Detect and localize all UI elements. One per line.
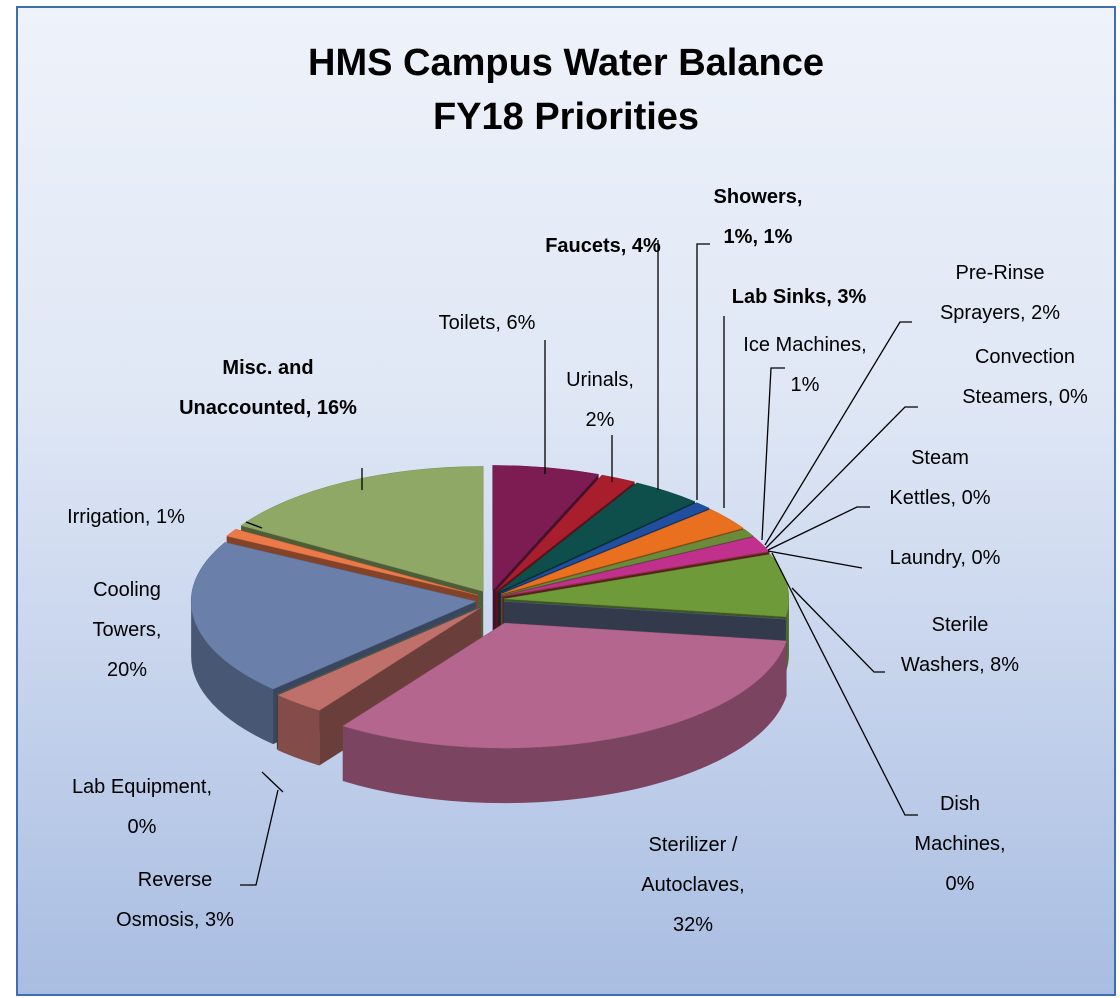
data-label: Cooling Towers, 20% bbox=[92, 579, 162, 681]
slice bbox=[342, 622, 787, 749]
slice bbox=[277, 607, 482, 711]
data-label: Ice Machines, 1% bbox=[743, 334, 867, 396]
data-label: Steam Kettles, 0% bbox=[889, 447, 991, 509]
data-label: Reverse Osmosis, 3% bbox=[116, 869, 234, 931]
slice bbox=[498, 482, 696, 593]
chart-title: HMS Campus Water Balance bbox=[308, 42, 824, 84]
slice bbox=[226, 528, 478, 596]
slice bbox=[240, 466, 484, 592]
slice bbox=[492, 465, 600, 592]
data-label: Dish Machines, 0% bbox=[914, 793, 1006, 895]
leader-line bbox=[791, 587, 885, 673]
data-label: Irrigation, 1% bbox=[67, 506, 185, 528]
data-label: Showers, 1%, 1% bbox=[713, 186, 803, 248]
slice bbox=[495, 474, 636, 592]
data-label: Faucets, 4% bbox=[545, 235, 661, 257]
slice bbox=[502, 528, 754, 596]
data-label: Lab Equipment, 0% bbox=[71, 776, 213, 838]
leader-line bbox=[261, 771, 284, 793]
leader-line bbox=[767, 506, 870, 551]
slice bbox=[499, 502, 710, 594]
data-label: Sterile Washers, 8% bbox=[900, 614, 1020, 676]
data-label: Laundry, 0% bbox=[889, 547, 1001, 569]
slice-side bbox=[342, 640, 787, 804]
data-label: Lab Sinks, 3% bbox=[731, 286, 867, 308]
leader-line bbox=[761, 367, 785, 541]
slice-side bbox=[786, 598, 789, 672]
leader-line bbox=[696, 243, 710, 500]
slice bbox=[190, 542, 477, 690]
leader-line bbox=[767, 550, 863, 569]
leader-line bbox=[240, 789, 279, 886]
leader-line bbox=[245, 521, 263, 529]
slice bbox=[503, 554, 790, 617]
leader-line bbox=[765, 406, 918, 549]
leader-line bbox=[764, 321, 912, 546]
data-label: Pre-Rinse Sprayers, 2% bbox=[939, 262, 1061, 324]
chart-subtitle: FY18 Priorities bbox=[432, 96, 700, 138]
slice bbox=[501, 508, 744, 595]
slice-inner-wall bbox=[277, 607, 482, 751]
data-label: Sterilizer / Autoclaves, 32% bbox=[641, 834, 745, 936]
slice-side bbox=[191, 601, 274, 745]
data-label: Convection Steamers, 0% bbox=[962, 346, 1088, 408]
leader-line bbox=[771, 552, 918, 816]
data-label: Toilets, 6% bbox=[438, 312, 536, 334]
data-label: Urinals, 2% bbox=[566, 369, 634, 431]
slice-side bbox=[277, 695, 320, 766]
data-label: Misc. and Unaccounted, 16% bbox=[179, 357, 357, 419]
